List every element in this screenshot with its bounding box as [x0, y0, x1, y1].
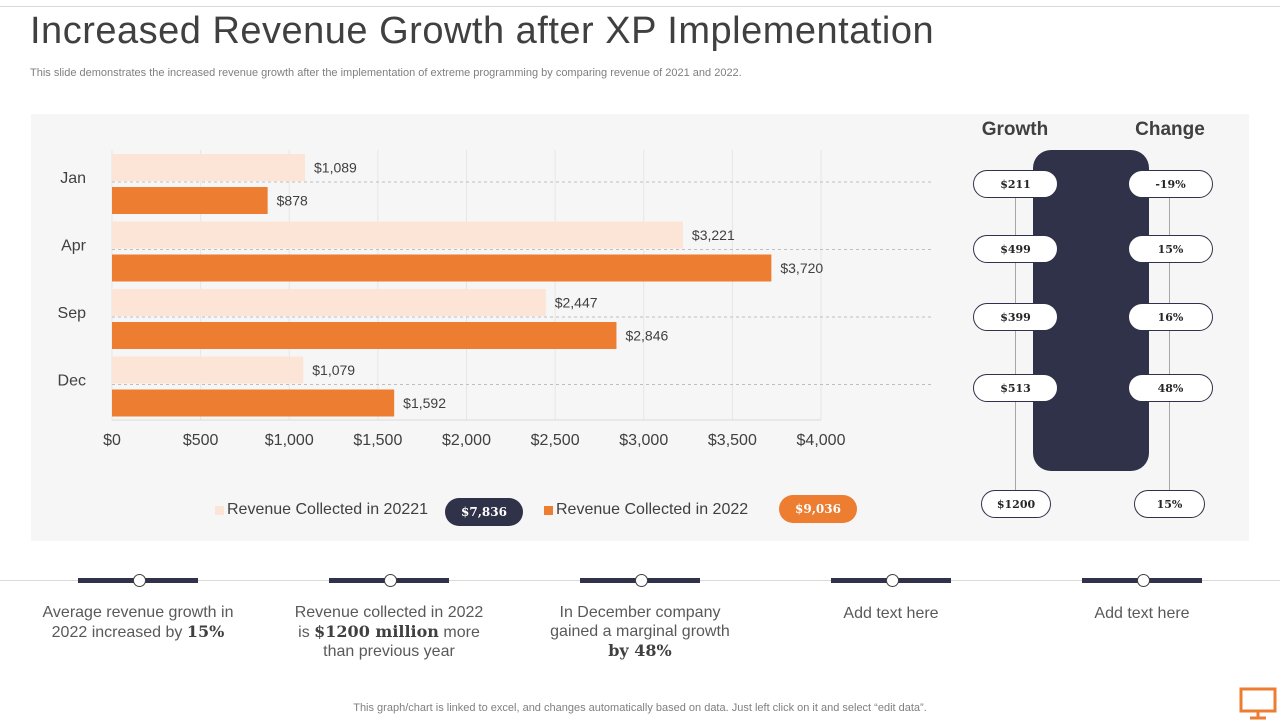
- monitor-icon: [1239, 687, 1277, 720]
- category-label-jan: Jan: [60, 170, 86, 187]
- growth-pill-apr: $499: [973, 235, 1058, 263]
- category-label-apr: Apr: [61, 238, 87, 255]
- data-label-apr-series-1: $3,720: [780, 260, 823, 276]
- legend-swatch-2021: [215, 506, 224, 515]
- data-label-sep-series-0: $2,447: [555, 295, 598, 311]
- key-point-1: Average revenue growth in 2022 increased…: [42, 604, 234, 641]
- data-label-jan-series-1: $878: [277, 193, 308, 209]
- total-2022-badge: $9,036: [779, 495, 857, 523]
- bar-apr-series-1: [112, 254, 772, 282]
- change-pill-dec: 48%: [1128, 374, 1213, 402]
- key-point-dot-2: [384, 574, 397, 587]
- legend-swatch-2022: [544, 506, 553, 515]
- total-2021-badge: $7,836: [445, 498, 523, 526]
- key-point-5: Add text here: [1094, 605, 1190, 622]
- change-pill-jan: -19%: [1128, 170, 1213, 198]
- x-tick-label-6: $3,000: [619, 432, 668, 449]
- bar-jan-series-0: [112, 154, 306, 181]
- category-label-sep: Sep: [58, 305, 87, 322]
- growth-pill-jan: $211: [973, 170, 1058, 198]
- page-title: Increased Revenue Growth after XP Implem…: [30, 10, 935, 52]
- change-connector-line: [1169, 198, 1170, 490]
- bar-sep-series-0: [112, 289, 546, 316]
- key-point-dot-1: [133, 574, 146, 587]
- top-rule: [0, 6, 1280, 7]
- bar-dec-series-1: [112, 389, 395, 417]
- change-pill-apr: 15%: [1128, 235, 1213, 263]
- category-label-dec: Dec: [58, 373, 86, 390]
- x-tick-label-8: $4,000: [797, 432, 846, 449]
- x-tick-label-0: $0: [103, 432, 121, 449]
- data-label-sep-series-1: $2,846: [625, 328, 668, 344]
- bar-sep-series-1: [112, 322, 617, 349]
- x-tick-label-4: $2,000: [442, 432, 491, 449]
- bar-dec-series-0: [112, 356, 304, 384]
- legend-label-2021: Revenue Collected in 20221: [227, 501, 429, 518]
- key-point-dot-3: [635, 574, 648, 587]
- data-label-jan-series-0: $1,089: [314, 160, 357, 176]
- key-point-dot-5: [1137, 574, 1150, 587]
- growth-header: Growth: [981, 119, 1049, 140]
- page-subtitle: This slide demonstrates the increased re…: [30, 67, 742, 79]
- x-tick-label-2: $1,000: [265, 432, 314, 449]
- data-label-apr-series-0: $3,221: [692, 227, 735, 243]
- change-pill-sep: 16%: [1128, 303, 1213, 331]
- key-point-4: Add text here: [843, 605, 939, 622]
- data-label-dec-series-1: $1,592: [403, 395, 446, 411]
- key-point-dot-4: [886, 574, 899, 587]
- bar-jan-series-1: [112, 187, 268, 214]
- key-point-3: In December company gained a marginal gr…: [550, 604, 730, 660]
- change-summary-pill: 15%: [1134, 490, 1205, 518]
- key-point-2: Revenue collected in 2022 is $1200 milli…: [294, 604, 484, 660]
- legend-label-2022: Revenue Collected in 2022: [556, 501, 749, 518]
- growth-connector-line: [1015, 198, 1016, 490]
- growth-pill-dec: $513: [973, 374, 1058, 402]
- x-tick-label-7: $3,500: [708, 432, 757, 449]
- change-header: Change: [1135, 119, 1205, 140]
- growth-pill-sep: $399: [973, 303, 1058, 331]
- revenue-bar-chart[interactable]: $0 $500 $1,000 $1,500 $2,000 $2,500 $3,000 $3,5…: [31, 114, 931, 541]
- growth-summary-pill: $1200: [981, 490, 1051, 518]
- footnote: This graph/chart is linked to excel, and…: [353, 702, 927, 714]
- data-label-dec-series-0: $1,079: [312, 362, 355, 378]
- x-tick-label-5: $2,500: [531, 432, 580, 449]
- x-tick-label-3: $1,500: [353, 432, 402, 449]
- x-tick-label-1: $500: [183, 432, 219, 449]
- bar-apr-series-0: [112, 221, 683, 249]
